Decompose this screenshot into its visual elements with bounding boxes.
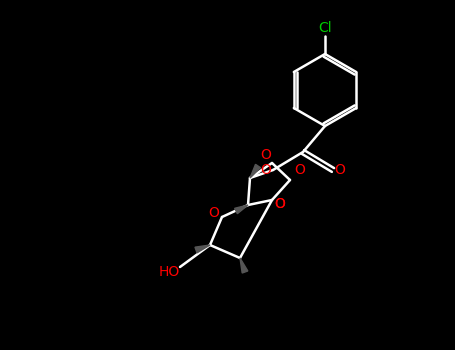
Polygon shape — [240, 258, 248, 273]
Text: O: O — [334, 163, 345, 177]
Text: HO: HO — [158, 265, 180, 279]
Text: O: O — [208, 206, 219, 220]
Text: O: O — [261, 163, 272, 177]
Text: O: O — [261, 148, 272, 162]
Text: Cl: Cl — [318, 21, 332, 35]
Text: O: O — [274, 197, 285, 211]
Polygon shape — [235, 205, 248, 214]
Polygon shape — [195, 245, 210, 253]
Text: O: O — [274, 197, 285, 211]
Polygon shape — [250, 164, 261, 178]
Text: O: O — [294, 163, 305, 177]
